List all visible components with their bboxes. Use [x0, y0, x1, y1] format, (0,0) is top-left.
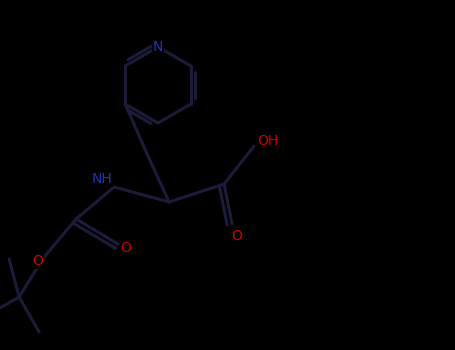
- Text: O: O: [121, 241, 131, 255]
- Text: NH: NH: [92, 172, 112, 186]
- Text: OH: OH: [258, 134, 279, 148]
- Text: O: O: [33, 254, 44, 268]
- Text: O: O: [232, 229, 243, 243]
- Text: N: N: [153, 40, 163, 54]
